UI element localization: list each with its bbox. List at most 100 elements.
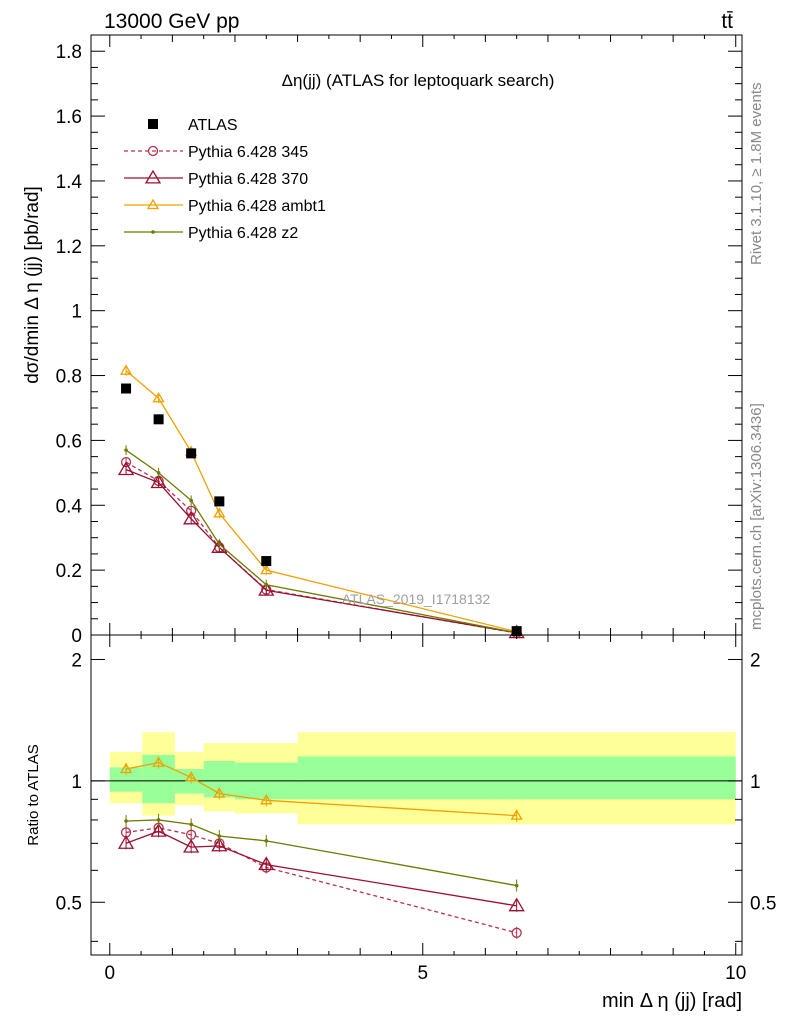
line-p345 — [125, 461, 517, 634]
point-p370-0 — [117, 461, 135, 476]
ratio-frame — [90, 634, 743, 956]
ratio-point-p345-5 — [511, 927, 522, 938]
ratio-point-p370-2 — [183, 838, 200, 853]
ratio-line-p345 — [125, 827, 517, 934]
axes-frames — [90, 34, 743, 956]
series-p370 — [117, 461, 525, 912]
line-z2 — [125, 449, 517, 634]
ratio-point-z2-5 — [514, 883, 519, 888]
legend-label-p370: Pythia 6.428 370 — [188, 171, 308, 188]
legend-marker-z2 — [151, 230, 155, 234]
x-axis-label: min Δ η (jj) [rad] — [602, 990, 742, 1012]
y-tick-label-9: 1.8 — [56, 42, 82, 63]
legend-label-p345: Pythia 6.428 345 — [188, 144, 308, 161]
series-p345 — [120, 456, 522, 939]
x-tick-label-1: 5 — [417, 963, 428, 984]
legend-label-z2: Pythia 6.428 z2 — [188, 225, 298, 242]
ratio-point-p370-5 — [508, 897, 525, 912]
point-p370-4 — [258, 581, 275, 596]
ratio-point-ambt1-1 — [152, 756, 165, 767]
y-tick-label-2: 0.4 — [56, 496, 83, 517]
point-z2-0 — [124, 448, 128, 452]
analysis-watermark: ATLAS_2019_I1718132 — [342, 591, 491, 607]
rivet-version-label: Rivet 3.1.10, ≥ 1.8M events — [748, 83, 765, 266]
line-p370 — [125, 468, 517, 634]
legend-entry-p370: Pythia 6.428 370 — [124, 169, 308, 188]
x-tick-label-0: 0 — [104, 963, 115, 984]
ratio-y-tick-label-left-0: 0.5 — [56, 893, 82, 914]
ratio-point-p370-0 — [117, 835, 135, 849]
ratio-point-p370-1 — [150, 822, 167, 837]
legend-entry-ambt1: Pythia 6.428 ambt1 — [124, 198, 326, 215]
ratio-point-p370-4 — [258, 856, 275, 871]
ratio-point-ambt1-2 — [185, 771, 198, 782]
y-tick-label-7: 1.4 — [56, 172, 83, 193]
x-tick-label-2: 10 — [725, 963, 746, 984]
ratio-line-ambt1 — [125, 761, 517, 817]
band-inner-5 — [297, 756, 736, 800]
ratio-y-tick-label-left-1: 1 — [71, 772, 82, 793]
data-point-2 — [186, 448, 197, 459]
legend-label-data: ATLAS — [188, 117, 238, 134]
point-ambt1-0 — [119, 364, 133, 375]
header-final-state: tt̄ — [721, 10, 733, 33]
point-p370-2 — [183, 510, 200, 525]
ratio-y-tick-label-left-2: 2 — [71, 650, 82, 671]
point-z2-4 — [264, 582, 269, 587]
ratio-point-z2-2 — [189, 822, 193, 827]
ratio-point-z2-0 — [124, 819, 128, 823]
axis-ticks: 0 5 10 0 0.2 0.4 0.6 0.8 1 1.2 1.4 1.6 1.8 0.5 0.5 1 1 2 2 — [56, 34, 776, 984]
legend-entry-z2: Pythia 6.428 z2 — [124, 225, 298, 242]
ratio-point-ambt1-5 — [510, 809, 523, 820]
ratio-y-tick-label-right-1: 1 — [750, 772, 761, 793]
ratio-point-ambt1-3 — [213, 787, 226, 798]
line-ambt1 — [125, 370, 517, 633]
series-z2 — [124, 445, 519, 892]
y-tick-label-1: 0.2 — [56, 561, 82, 582]
header-process: 13000 GeV pp — [104, 10, 239, 33]
legend-marker-ambt1 — [146, 198, 160, 210]
series-layer — [117, 364, 525, 939]
mcplots-source-label: mcplots.cern.ch [arXiv:1306.3436] — [748, 403, 765, 630]
ratio-uncertainty-bands — [109, 732, 736, 825]
y-tick-label-0: 0 — [71, 626, 82, 647]
y-tick-label-8: 1.6 — [56, 107, 82, 128]
data-point-0 — [121, 383, 132, 394]
ratio-point-z2-4 — [264, 839, 269, 843]
ratio-y-tick-label-right-0: 0.5 — [750, 893, 776, 914]
chart-title: Δη(jj) (ATLAS for leptoquark search) — [282, 71, 555, 90]
point-z2-2 — [189, 498, 193, 503]
legend: ATLAS Pythia 6.428 345 Pythia 6.428 370 Pyt… — [124, 117, 326, 242]
data-point-3 — [214, 496, 225, 507]
y-tick-label-5: 1 — [71, 302, 82, 323]
ratio-line-p370 — [125, 830, 517, 907]
ratio-point-z2-3 — [217, 834, 222, 838]
point-z2-3 — [217, 542, 222, 546]
ratio-point-ambt1-4 — [260, 794, 273, 805]
point-z2-1 — [156, 471, 161, 475]
data-point-1 — [153, 414, 164, 425]
ratio-point-z2-1 — [156, 818, 161, 822]
legend-entry-p345: Pythia 6.428 345 — [124, 144, 308, 161]
y-tick-label-3: 0.6 — [56, 431, 82, 452]
y-axis-label: dσ/dmin Δ η (jj) [pb/rad] — [22, 186, 43, 384]
ratio-y-axis-label: Ratio to ATLAS — [25, 744, 42, 845]
legend-marker-p370 — [144, 169, 162, 184]
point-ambt1-4 — [260, 563, 273, 575]
series-ambt1 — [119, 364, 523, 822]
legend-label-ambt1: Pythia 6.428 ambt1 — [188, 198, 326, 215]
legend-marker-data — [148, 119, 158, 129]
point-p370-1 — [150, 474, 167, 489]
y-tick-label-6: 1.2 — [56, 237, 82, 258]
point-ambt1-3 — [213, 507, 226, 518]
y-tick-label-4: 0.8 — [56, 367, 82, 388]
ratio-y-tick-label-right-2: 2 — [750, 650, 761, 671]
ratio-line-z2 — [126, 819, 517, 887]
point-ambt1-1 — [152, 391, 165, 403]
ratio-point-ambt1-0 — [119, 762, 133, 774]
legend-entry-data: ATLAS — [148, 117, 238, 134]
data-point-4 — [261, 556, 272, 567]
ratio-point-p370-3 — [211, 837, 228, 852]
legend-marker-p345 — [147, 145, 159, 157]
